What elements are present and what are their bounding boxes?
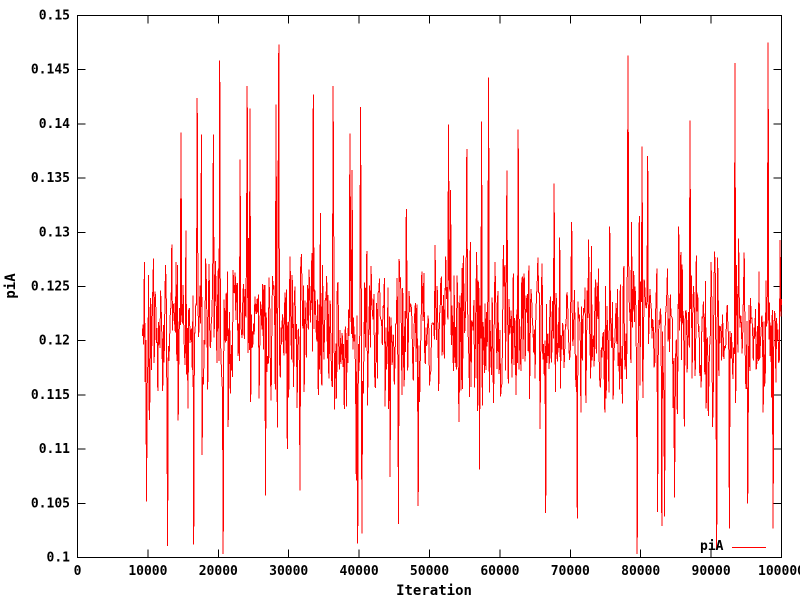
y-tick-label: 0.14 bbox=[39, 117, 70, 132]
x-tick-label: 80000 bbox=[621, 564, 660, 579]
y-tick-label: 0.11 bbox=[39, 442, 70, 457]
x-tick-label: 40000 bbox=[340, 564, 379, 579]
y-tick-label: 0.13 bbox=[39, 225, 70, 240]
x-axis-title: Iteration bbox=[396, 583, 472, 599]
x-tick-label: 10000 bbox=[128, 564, 167, 579]
series-line-piA bbox=[141, 42, 782, 555]
y-tick-label: 0.145 bbox=[31, 63, 70, 78]
x-tick-label: 50000 bbox=[410, 564, 449, 579]
x-tick-label: 60000 bbox=[480, 564, 519, 579]
x-tick-label: 30000 bbox=[269, 564, 308, 579]
legend-label: piA bbox=[700, 539, 724, 554]
y-axis-title: piA bbox=[3, 273, 19, 299]
x-tick-label: 90000 bbox=[692, 564, 731, 579]
x-tick-label: 70000 bbox=[551, 564, 590, 579]
y-tick-label: 0.12 bbox=[39, 334, 70, 349]
x-tick-label: 0 bbox=[74, 564, 82, 579]
legend: piA bbox=[700, 539, 767, 554]
y-tick-label: 0.15 bbox=[39, 9, 70, 24]
y-tick-label: 0.115 bbox=[31, 388, 70, 403]
y-tick-label: 0.105 bbox=[31, 496, 70, 511]
x-tick-label: 20000 bbox=[199, 564, 238, 579]
y-tick-label: 0.135 bbox=[31, 171, 70, 186]
y-tick-label: 0.125 bbox=[31, 280, 70, 295]
y-tick-label: 0.1 bbox=[47, 551, 71, 566]
legend-line-sample bbox=[732, 546, 767, 548]
